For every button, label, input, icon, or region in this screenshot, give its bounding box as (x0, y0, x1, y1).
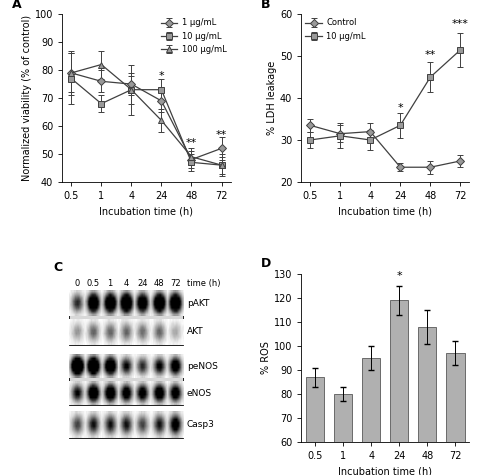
Y-axis label: Normalized viability (% of control): Normalized viability (% of control) (22, 15, 32, 181)
Text: *: * (159, 71, 164, 81)
Text: 1: 1 (107, 279, 113, 288)
Text: 0: 0 (75, 279, 80, 288)
Text: peNOS: peNOS (187, 362, 217, 371)
Text: 48: 48 (154, 279, 164, 288)
Text: 4: 4 (124, 279, 129, 288)
Legend: Control, 10 μg/mL: Control, 10 μg/mL (305, 19, 365, 40)
Text: ***: *** (452, 19, 469, 29)
Bar (69, 291, 183, 344)
Text: 72: 72 (170, 279, 181, 288)
Text: time (h): time (h) (187, 279, 220, 288)
X-axis label: Incubation time (h): Incubation time (h) (99, 207, 194, 217)
Y-axis label: % LDH leakage: % LDH leakage (267, 61, 277, 135)
Text: C: C (54, 261, 63, 274)
Text: 0.5: 0.5 (87, 279, 100, 288)
Bar (446, 353, 465, 475)
Bar (334, 394, 353, 475)
Text: Casp3: Casp3 (187, 420, 215, 429)
X-axis label: Incubation time (h): Incubation time (h) (338, 466, 433, 475)
Y-axis label: % ROS: % ROS (261, 342, 271, 374)
Text: *: * (398, 103, 403, 113)
Text: B: B (261, 0, 270, 10)
Bar (362, 358, 380, 475)
Text: AKT: AKT (187, 327, 204, 336)
X-axis label: Incubation time (h): Incubation time (h) (338, 207, 433, 217)
Bar (390, 301, 409, 475)
Text: 24: 24 (137, 279, 148, 288)
Text: **: ** (425, 50, 436, 60)
Text: pAKT: pAKT (187, 299, 209, 308)
Legend: 1 μg/mL, 10 μg/mL, 100 μg/mL: 1 μg/mL, 10 μg/mL, 100 μg/mL (161, 19, 227, 54)
Text: **: ** (186, 138, 197, 148)
Text: A: A (12, 0, 22, 10)
Text: eNOS: eNOS (187, 389, 212, 398)
Bar (306, 377, 324, 475)
Text: *: * (397, 271, 402, 281)
Bar (69, 411, 183, 438)
Bar (69, 354, 183, 405)
Bar (418, 327, 436, 475)
Text: D: D (261, 257, 271, 270)
Text: **: ** (216, 130, 227, 140)
